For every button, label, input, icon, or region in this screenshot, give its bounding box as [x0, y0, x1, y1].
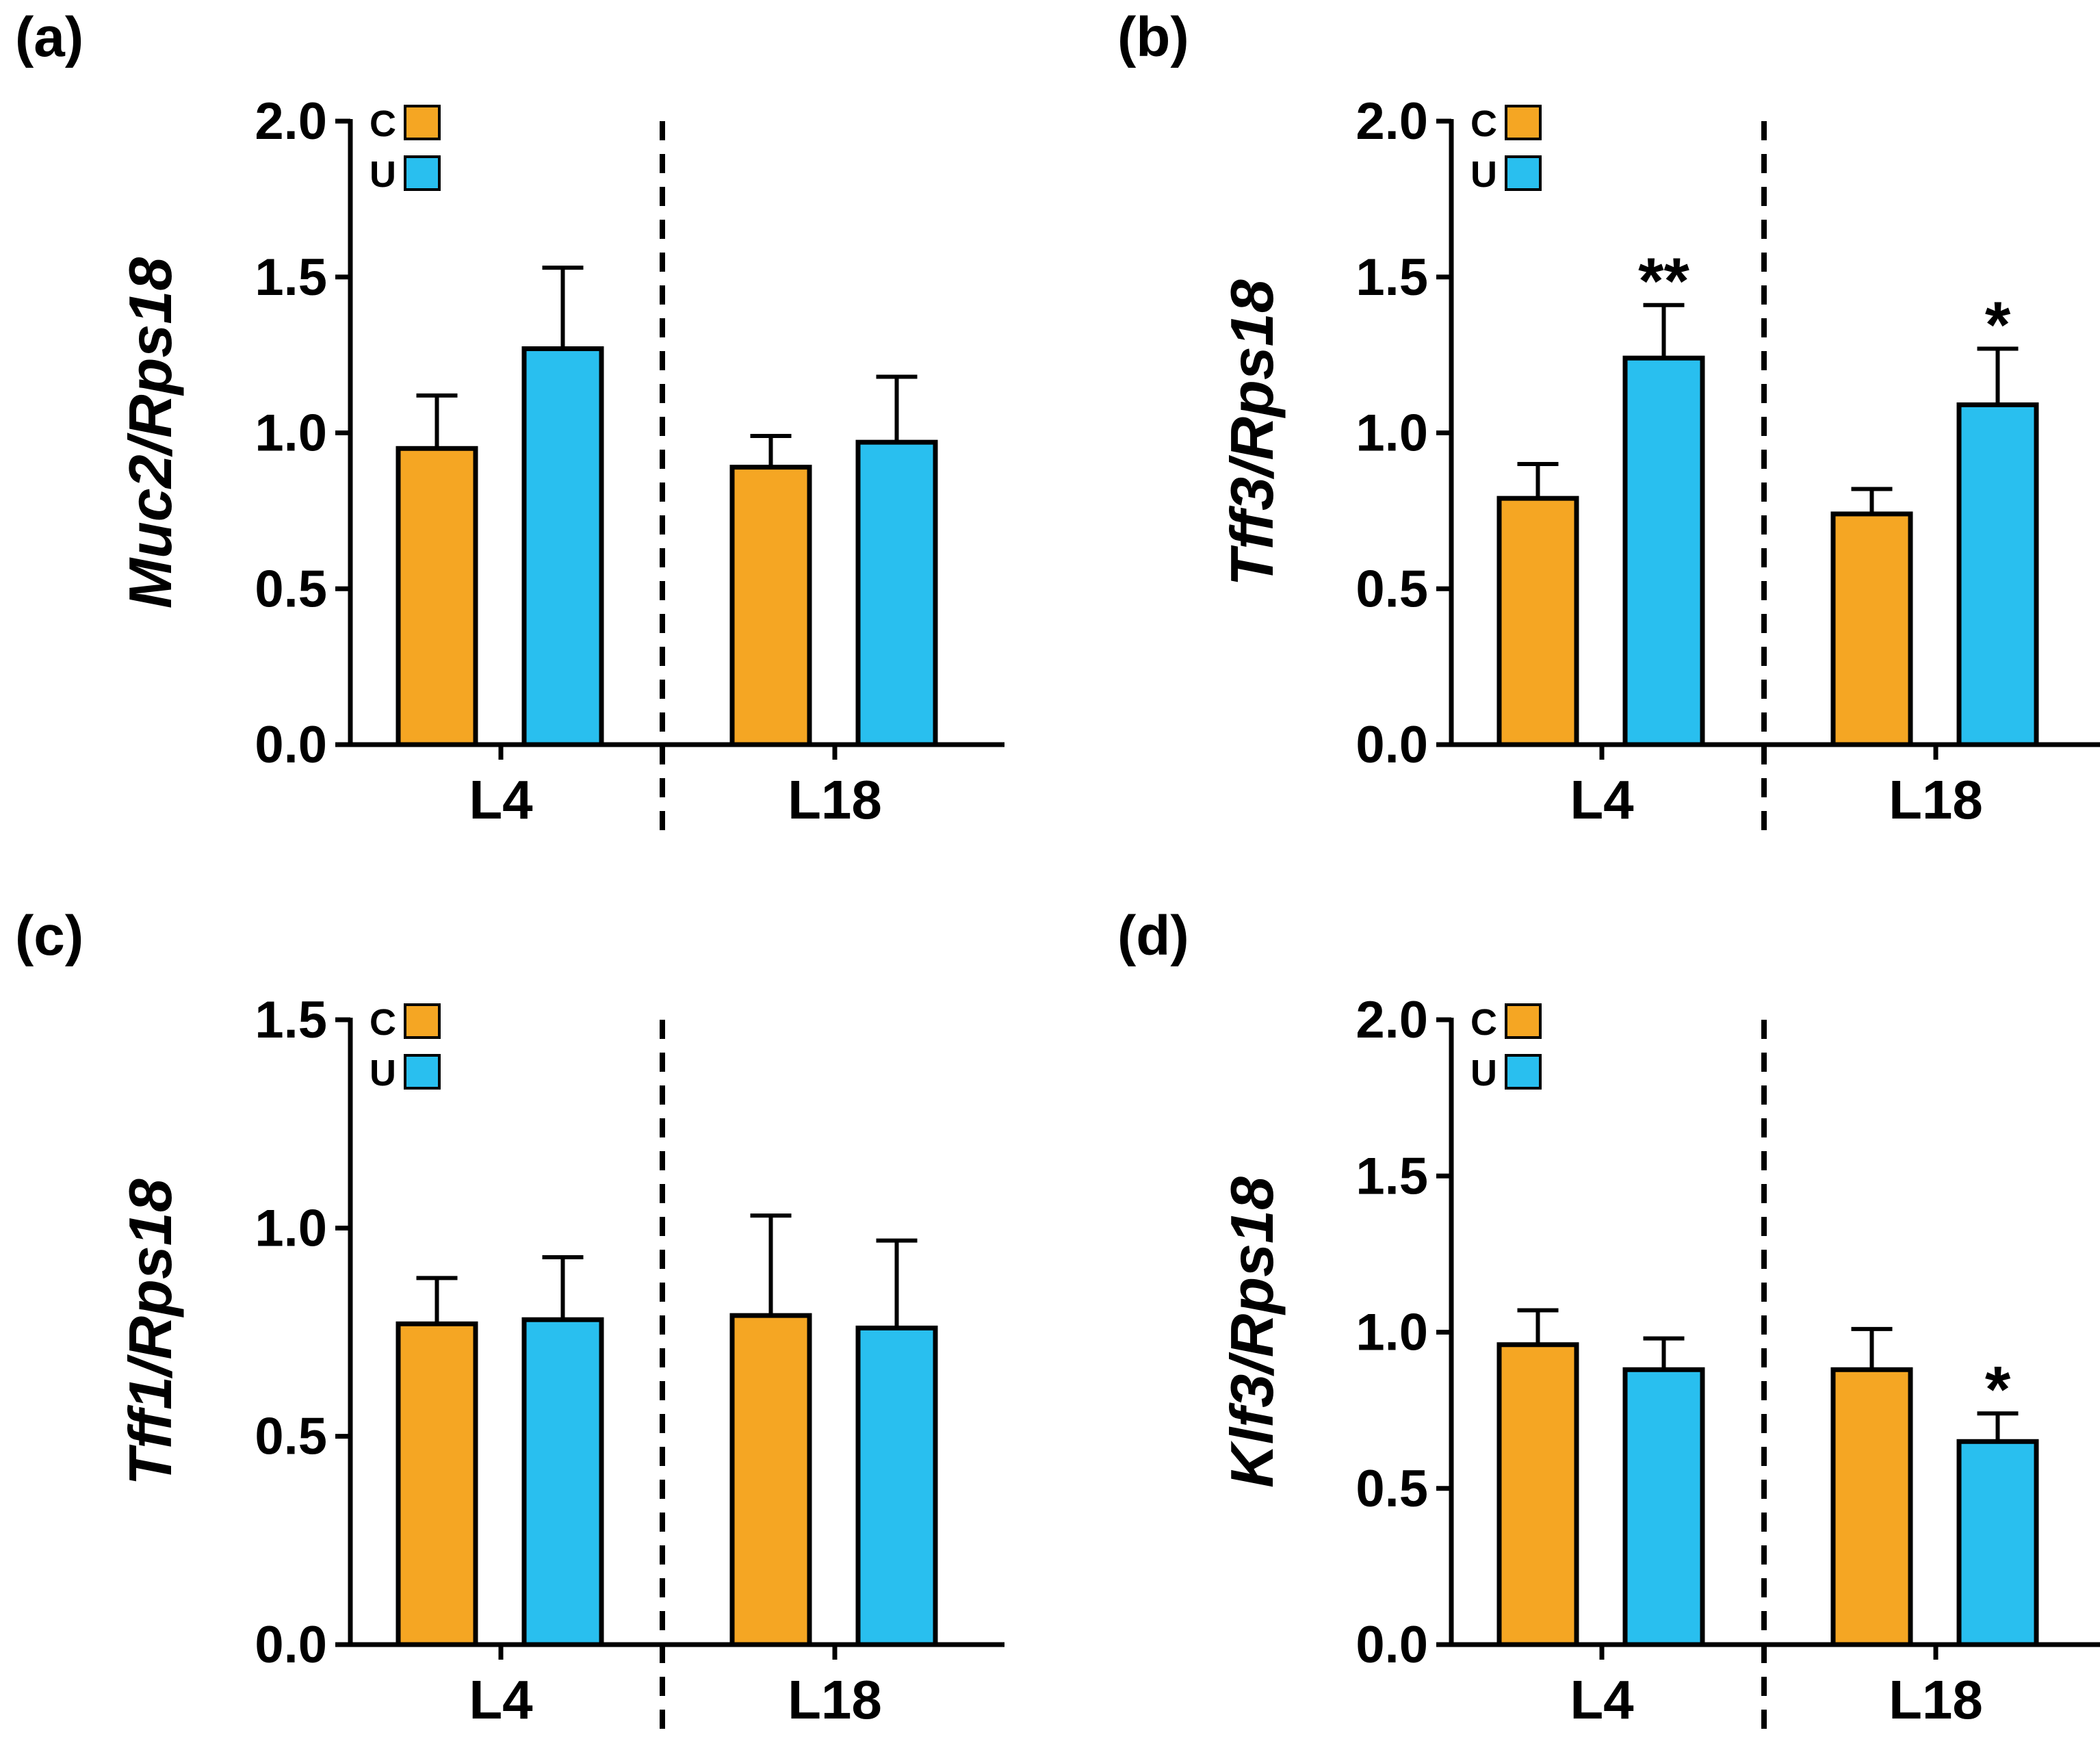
legend-swatch-c [404, 1003, 441, 1039]
chart-panel-a: (a) Muc2/Rps18 0.0 0.5 1.0 1.5 2.0 L4 L18 CU [15, 6, 1004, 840]
bar-C-L18 [729, 465, 812, 747]
y-tick-label: 1.0 [1356, 1304, 1428, 1362]
y-tick-label: 1.5 [1356, 248, 1428, 307]
legend-label-u: U [1470, 1053, 1497, 1094]
y-tick-label: 1.5 [1356, 1147, 1428, 1205]
y-tick-label: 0.0 [255, 1616, 327, 1674]
y-tick-label: 1.0 [255, 404, 327, 463]
x-tick-label: L4 [1570, 1669, 1634, 1730]
bar-U-L4 [1622, 1367, 1705, 1647]
y-tick-label: 2.0 [1356, 991, 1428, 1049]
y-tick-label: 1.5 [255, 991, 327, 1049]
legend-swatch-c [404, 105, 441, 140]
x-tick-label: L4 [469, 769, 533, 830]
bar-C-L18 [1830, 1367, 1913, 1647]
y-tick-label: 0.0 [1356, 1616, 1428, 1674]
x-tick-label: L4 [1570, 769, 1634, 830]
bar-C-L4 [396, 1321, 478, 1647]
x-tick-label: L18 [1889, 769, 1983, 830]
y-axis-label: Tff1/Rps18 [116, 1179, 184, 1485]
y-tick-label: 1.0 [1356, 404, 1428, 463]
y-tick-label: 2.0 [255, 92, 327, 151]
bar-C-L18 [729, 1313, 812, 1647]
legend-label-c: C [1470, 103, 1497, 144]
legend-swatch-u [1505, 155, 1542, 191]
legend-label-c: C [370, 103, 396, 144]
bar-C-L4 [396, 446, 478, 747]
legend-swatch-u [404, 155, 441, 191]
significance-marker: * [1985, 1353, 2011, 1426]
panel-label: (c) [15, 905, 83, 967]
bar-C-L4 [1496, 1342, 1579, 1647]
bar-C-L4 [1496, 496, 1579, 747]
legend-swatch-c [1505, 105, 1542, 140]
y-tick-label: 0.0 [255, 716, 327, 774]
bar-U-L4 [1622, 355, 1705, 747]
panel-label: (b) [1117, 6, 1189, 68]
y-tick-label: 2.0 [1356, 92, 1428, 151]
y-tick-label: 1.0 [255, 1199, 327, 1257]
significance-marker: ** [1638, 245, 1689, 318]
y-tick-label: 0.5 [255, 560, 327, 618]
bar-U-L18 [855, 1325, 938, 1647]
legend-label-c: C [370, 1002, 396, 1043]
y-tick-label: 0.5 [1356, 560, 1428, 618]
legend-label-c: C [1470, 1002, 1497, 1043]
bar-U-L4 [521, 1317, 604, 1647]
chart-panel-c: (c) Tff1/Rps18 0.0 0.5 1.0 1.5 L4 L18 CU [15, 905, 1004, 1740]
legend-swatch-u [1505, 1054, 1542, 1090]
bar-U-L18 [1956, 1439, 2039, 1647]
bar-U-L18 [855, 439, 938, 747]
panel-label: (d) [1117, 905, 1189, 967]
x-tick-label: L18 [1889, 1669, 1983, 1730]
y-tick-label: 0.0 [1356, 716, 1428, 774]
bar-U-L18 [1956, 402, 2039, 747]
x-tick-label: L4 [469, 1669, 533, 1730]
legend-label-u: U [370, 1053, 396, 1094]
bar-C-L18 [1830, 511, 1913, 747]
bar-U-L4 [521, 346, 604, 747]
y-tick-label: 0.5 [1356, 1460, 1428, 1518]
legend-swatch-u [404, 1054, 441, 1090]
x-tick-label: L18 [788, 1669, 882, 1730]
chart-panel-d: (d) Klf3/Rps18 0.0 0.5 1.0 1.5 2.0 L4 L18 * CU [1117, 905, 2100, 1740]
y-axis-label: Muc2/Rps18 [116, 257, 184, 609]
panel-label: (a) [15, 6, 83, 68]
y-axis-label: Klf3/Rps18 [1218, 1176, 1286, 1488]
legend-label-u: U [370, 154, 396, 195]
y-axis-label: Tff3/Rps18 [1218, 279, 1286, 586]
legend-label-u: U [1470, 154, 1497, 195]
legend-swatch-c [1505, 1003, 1542, 1039]
y-tick-label: 1.5 [255, 248, 327, 307]
y-tick-label: 0.5 [255, 1408, 327, 1466]
x-tick-label: L18 [788, 769, 882, 830]
significance-marker: * [1985, 289, 2011, 362]
